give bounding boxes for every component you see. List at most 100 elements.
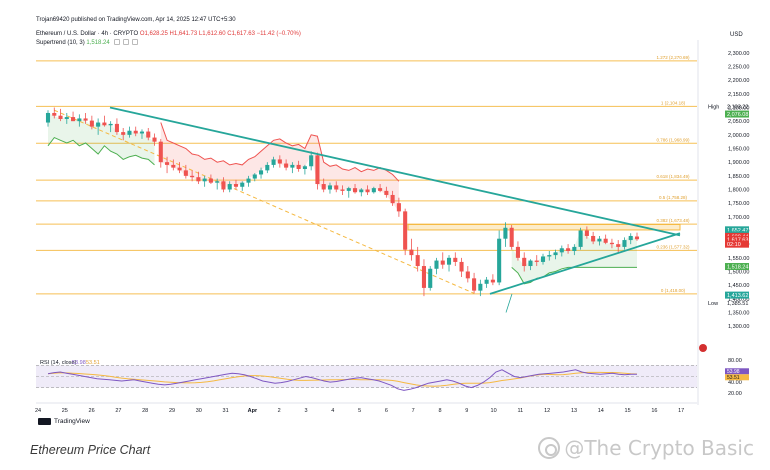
candle-body [265, 164, 270, 171]
candle-body [465, 271, 470, 279]
x-tick-label: 13 [571, 408, 577, 414]
candle-body [591, 235, 596, 242]
eye-icon[interactable] [114, 39, 121, 45]
descending-trendline [109, 106, 681, 237]
candle-body [290, 164, 295, 168]
candle-body [472, 278, 477, 291]
candle-body [284, 163, 289, 168]
candle-body [384, 190, 389, 195]
price-axis-tag-value: 1,652.47 [727, 228, 748, 234]
candle-body [478, 283, 483, 291]
symbol-title[interactable]: Ethereum / U.S. Dollar · 4h · CRYPTO [36, 31, 139, 37]
candle-body [334, 185, 339, 190]
candle-body [121, 132, 126, 135]
chart-caption: Ethereum Price Chart [30, 443, 151, 457]
watermark: @The Crypto Basic [538, 436, 754, 460]
x-tick-label: 9 [465, 408, 468, 414]
x-tick-label: 3 [304, 408, 307, 414]
candle-body [396, 203, 401, 212]
x-tick-label: Apr [248, 408, 258, 414]
tradingview-logo: TradingView [38, 418, 90, 425]
candle-body [165, 162, 170, 165]
crypto-basic-logo-icon [538, 437, 561, 459]
candle-body [428, 268, 433, 288]
x-tick-label: 8 [438, 408, 441, 414]
candle-body [578, 230, 583, 247]
rsi-legend-ma: 53.51 [86, 360, 100, 366]
x-tick-label: 2 [278, 408, 281, 414]
price-axis-tag [725, 235, 749, 243]
rsi-y-tick: 80.00 [728, 358, 742, 364]
candle-body [572, 246, 577, 251]
candle-body [559, 248, 564, 253]
candle-body [114, 123, 119, 133]
candle-body [403, 211, 408, 250]
y-tick-label: 1,300.00 [728, 324, 749, 330]
candle-body [252, 174, 257, 179]
y-tick-label: 1,700.00 [728, 215, 749, 221]
candle-body [553, 252, 558, 256]
indicator-legend[interactable]: Supertrend (10, 3) 1,518.24 [36, 39, 139, 46]
candle-body [509, 227, 514, 247]
candle-body [503, 227, 508, 239]
candle-body [490, 279, 495, 283]
candle-body [221, 181, 226, 190]
price-axis-tag-value: 02:10 [727, 242, 741, 248]
candle-body [390, 194, 395, 204]
y-tick-label: 2,300.00 [728, 51, 749, 57]
candle-body [609, 242, 614, 245]
candle-body [302, 166, 307, 169]
rsi-y-tick: 40.00 [728, 380, 742, 386]
x-tick-label: 25 [62, 408, 68, 414]
candle-body [616, 244, 621, 247]
rsi-value-tag-text: 53.98 [727, 369, 740, 375]
candle-body [540, 256, 546, 262]
candle-body [634, 236, 640, 240]
settings-icon[interactable] [123, 39, 130, 45]
rsi-ma-tag-text: 53.51 [727, 375, 740, 381]
candle-body [259, 170, 264, 175]
candle-body [208, 178, 213, 183]
candle-body [446, 257, 452, 265]
wick-extension [505, 293, 513, 313]
candle-body [628, 235, 633, 241]
fib-swing-dashed-line [54, 109, 475, 294]
candle-body [171, 164, 176, 168]
candle-body [58, 115, 63, 119]
y-tick-label: 1,850.00 [728, 174, 749, 180]
price-chart-svg[interactable]: 1.272 (2,270.69) 1 (2,104.18) 0.786 (1,968… [0, 0, 770, 432]
x-tick-label: 6 [385, 408, 388, 414]
candle-body [515, 246, 520, 258]
candle-body [309, 155, 314, 167]
candle-body [315, 155, 320, 185]
candle-body [622, 240, 627, 247]
fib-level-label: 0.5 (1,758.28) [659, 195, 688, 200]
y-tick-label: 2,250.00 [728, 65, 749, 71]
price-axis-tag-caption: Low [708, 301, 718, 307]
y-tick-label: 1,800.00 [728, 188, 749, 194]
price-axis-tag [725, 240, 749, 248]
x-tick-label: 11 [518, 408, 524, 414]
y-tick-label: 2,200.00 [728, 78, 749, 84]
price-axis-tag-caption: High [708, 105, 719, 111]
y-tick-label: 1,550.00 [728, 256, 749, 262]
publisher-line: Trojan69420 published on TradingView.com… [36, 17, 236, 23]
candle-body [127, 130, 132, 135]
candle-body [183, 170, 188, 176]
ohlc-values: O1,628.25 H1,641.73 L1,612.60 C1,617.63 … [139, 31, 301, 37]
price-axis-tag-value: 1,385.51 [727, 301, 748, 307]
candle-body [277, 159, 282, 164]
candle-body [146, 131, 151, 138]
x-tick-label: 26 [89, 408, 95, 414]
candle-body [202, 178, 207, 182]
rsi-y-tick: 20.00 [728, 391, 742, 397]
candle-body [434, 260, 439, 269]
fib-level-label: 0.382 (1,673.48) [656, 218, 690, 223]
candle-body [233, 184, 239, 187]
resistance-zone [407, 223, 681, 231]
supertrend-down-fill [160, 122, 399, 212]
candle-body [102, 122, 107, 126]
candle-body [528, 260, 533, 267]
candle-body [246, 178, 251, 183]
close-icon[interactable] [132, 39, 139, 45]
